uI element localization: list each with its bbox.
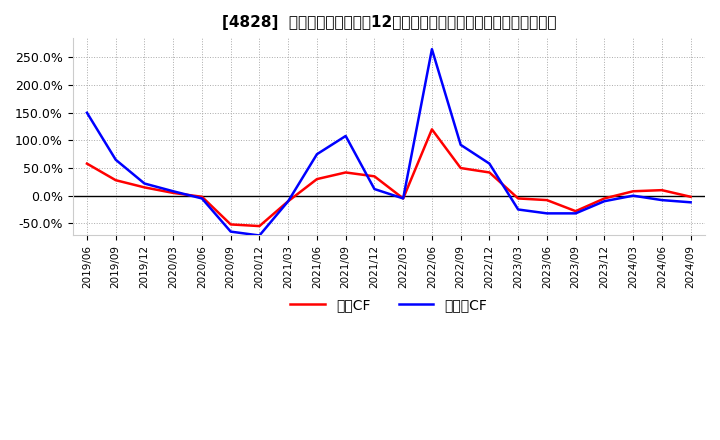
営業CF: [169, 190, 178, 195]
営業CF: [686, 194, 695, 199]
フリーCF: [686, 200, 695, 205]
Legend: 営業CF, フリーCF: 営業CF, フリーCF: [285, 292, 492, 317]
営業CF: [514, 196, 523, 201]
フリーCF: [312, 151, 321, 157]
営業CF: [284, 198, 292, 204]
フリーCF: [255, 233, 264, 238]
営業CF: [226, 222, 235, 227]
フリーCF: [600, 198, 608, 204]
フリーCF: [428, 47, 436, 52]
営業CF: [341, 170, 350, 175]
フリーCF: [169, 189, 178, 194]
営業CF: [485, 170, 494, 175]
営業CF: [657, 187, 666, 193]
フリーCF: [572, 211, 580, 216]
Line: 営業CF: 営業CF: [87, 129, 690, 226]
営業CF: [140, 185, 149, 190]
Title: [4828]  キャッシュフローの12か月移動合計の対前年同期増減率の推移: [4828] キャッシュフローの12か月移動合計の対前年同期増減率の推移: [222, 15, 556, 30]
営業CF: [255, 224, 264, 229]
営業CF: [399, 196, 408, 201]
フリーCF: [83, 110, 91, 115]
営業CF: [629, 189, 637, 194]
フリーCF: [456, 142, 465, 147]
フリーCF: [341, 133, 350, 139]
Line: フリーCF: フリーCF: [87, 49, 690, 235]
フリーCF: [657, 198, 666, 203]
フリーCF: [485, 161, 494, 166]
フリーCF: [514, 207, 523, 212]
フリーCF: [284, 198, 292, 204]
営業CF: [312, 176, 321, 182]
営業CF: [112, 178, 120, 183]
フリーCF: [226, 229, 235, 234]
営業CF: [83, 161, 91, 166]
営業CF: [370, 174, 379, 179]
フリーCF: [140, 181, 149, 186]
フリーCF: [370, 187, 379, 192]
フリーCF: [112, 157, 120, 162]
営業CF: [543, 198, 552, 203]
営業CF: [456, 165, 465, 171]
フリーCF: [629, 193, 637, 198]
営業CF: [197, 194, 206, 199]
営業CF: [572, 209, 580, 214]
営業CF: [428, 127, 436, 132]
フリーCF: [197, 196, 206, 201]
フリーCF: [543, 211, 552, 216]
フリーCF: [399, 196, 408, 201]
営業CF: [600, 196, 608, 201]
